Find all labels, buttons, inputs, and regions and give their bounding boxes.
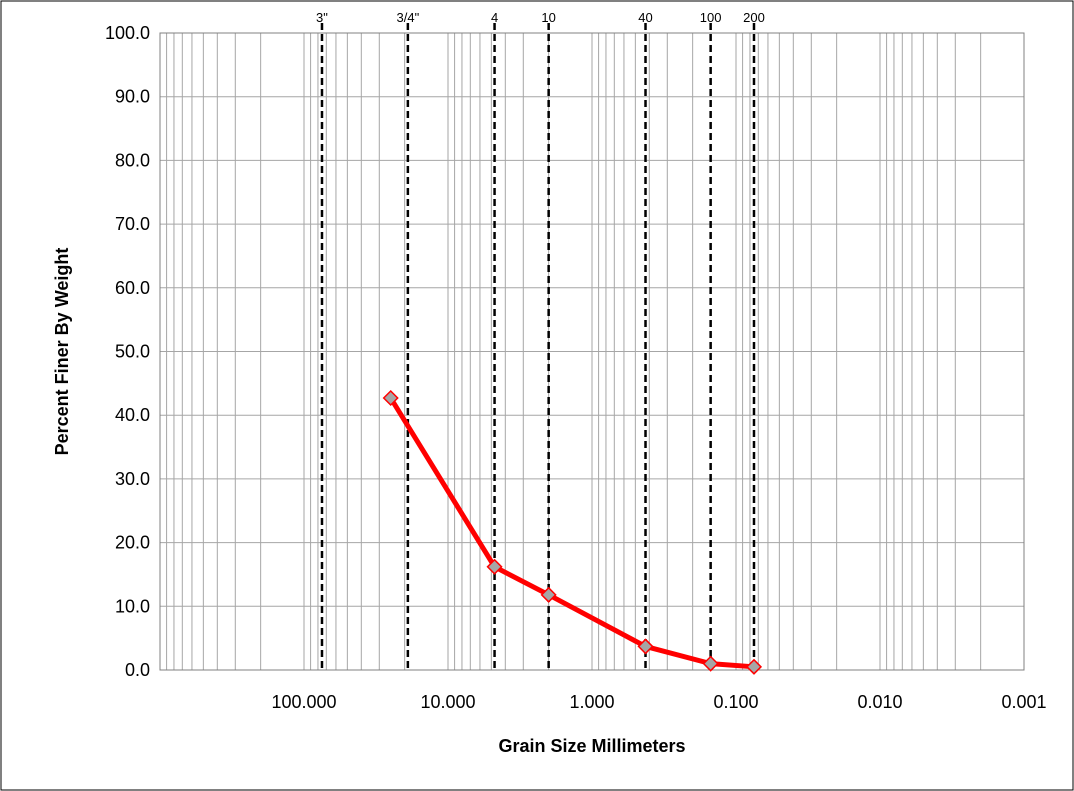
data-point — [745, 658, 763, 675]
series-layer — [382, 389, 763, 675]
data-point — [486, 558, 503, 575]
y-tick-label: 100.0 — [105, 23, 150, 43]
y-tick-label: 80.0 — [115, 150, 150, 170]
x-tick-label: 1.000 — [569, 692, 614, 712]
sieve-labels: 3" 3/4" 4 10 40 100 200 — [316, 10, 765, 25]
x-tick-label: 10.000 — [420, 692, 475, 712]
x-axis-title: Grain Size Millimeters — [498, 736, 685, 756]
sieve-label: 3/4" — [397, 10, 420, 25]
y-tick-label: 10.0 — [115, 596, 150, 616]
y-tick-labels: 0.0 10.0 20.0 30.0 40.0 50.0 60.0 70.0 80.0 90.0 1… — [105, 23, 150, 680]
x-tick-label: 100.000 — [271, 692, 336, 712]
x-tick-labels: 100.000 10.000 1.000 0.100 0.010 0.001 — [271, 692, 1046, 712]
y-axis-title: Percent Finer By Weight — [52, 248, 72, 456]
sieve-label: 100 — [700, 10, 722, 25]
data-point — [702, 655, 719, 672]
data-point — [382, 389, 399, 407]
data-point — [637, 638, 654, 655]
y-tick-label: 90.0 — [115, 87, 150, 107]
sieve-label: 40 — [638, 10, 652, 25]
y-tick-label: 70.0 — [115, 214, 150, 234]
x-tick-label: 0.010 — [857, 692, 902, 712]
x-tick-label: 0.001 — [1001, 692, 1046, 712]
sieve-label: 4 — [491, 10, 498, 25]
sieve-label: 200 — [743, 10, 765, 25]
y-tick-label: 60.0 — [115, 278, 150, 298]
y-tick-label: 20.0 — [115, 533, 150, 553]
y-tick-label: 30.0 — [115, 469, 150, 489]
data-point — [540, 586, 557, 603]
y-tick-label: 40.0 — [115, 405, 150, 425]
y-tick-label: 50.0 — [115, 342, 150, 362]
plot-area-frame — [159, 32, 1025, 671]
sieve-label: 10 — [541, 10, 555, 25]
y-tick-label: 0.0 — [125, 660, 150, 680]
x-tick-label: 0.100 — [713, 692, 758, 712]
sieve-label: 3" — [316, 10, 328, 25]
